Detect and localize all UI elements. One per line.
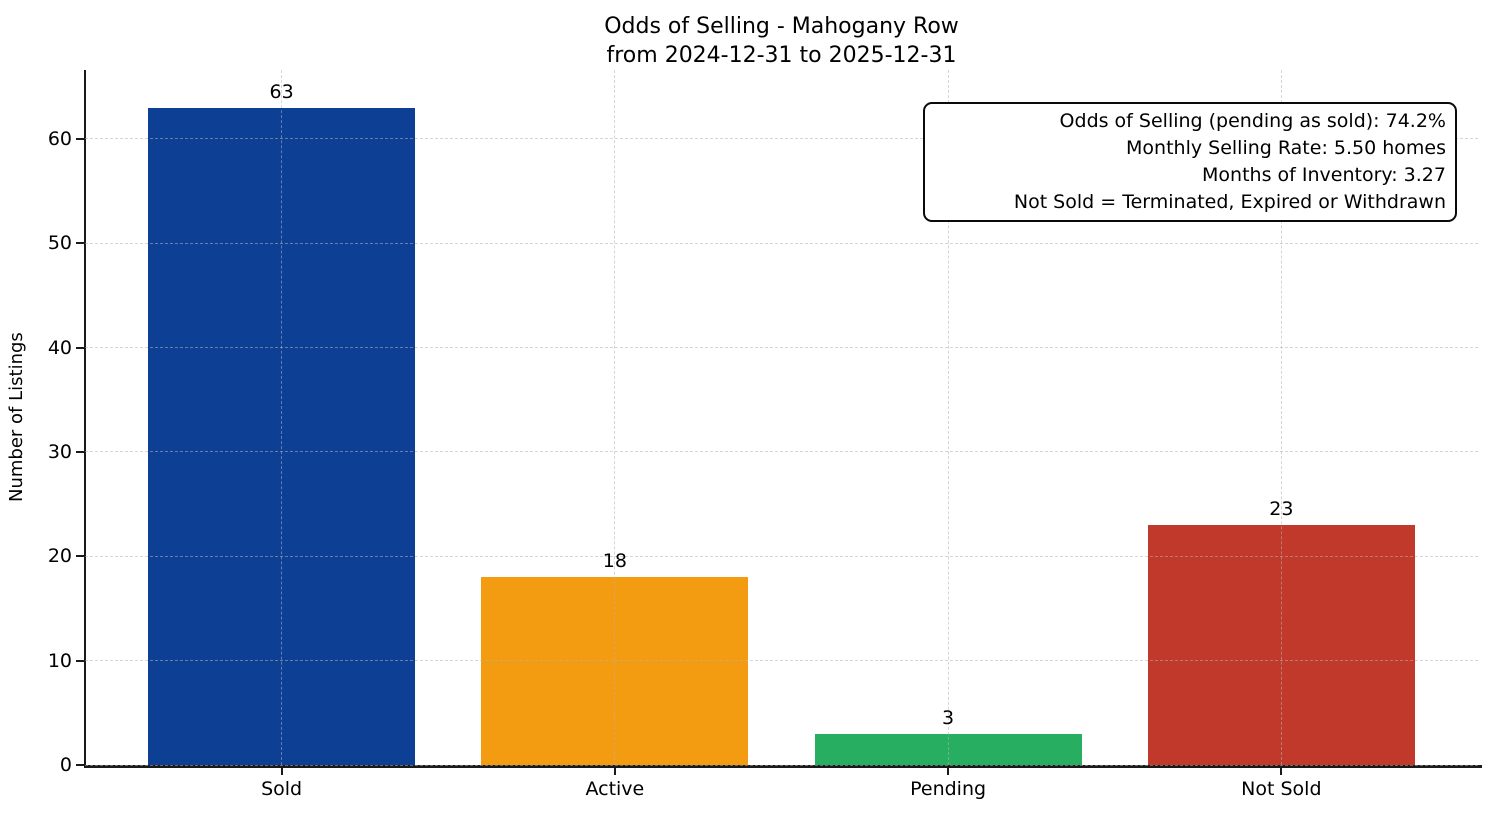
y-tick-mark xyxy=(76,555,84,558)
chart-title: Odds of Selling - Mahogany Row from 2024… xyxy=(85,12,1478,70)
stats-line-not-sold-note: Not Sold = Terminated, Expired or Withdr… xyxy=(1013,191,1446,213)
y-tick-mark xyxy=(76,764,84,766)
x-tick-label: Active xyxy=(585,778,645,800)
stats-line-inventory: Months of Inventory: 3.27 xyxy=(1202,164,1446,186)
y-tick-label: 0 xyxy=(59,754,72,776)
gridline-horizontal xyxy=(85,660,1478,662)
bar-value-label: 63 xyxy=(269,80,294,103)
gridline-vertical xyxy=(281,70,283,765)
x-tick-mark xyxy=(947,767,950,775)
gridline-horizontal xyxy=(85,451,1478,453)
y-tick-mark xyxy=(76,242,84,245)
bar-value-label: 18 xyxy=(602,550,627,573)
y-tick-mark xyxy=(76,137,84,140)
gridline-vertical xyxy=(614,70,616,765)
x-tick-label: Sold xyxy=(261,778,303,800)
stats-line-monthly-rate: Monthly Selling Rate: 5.50 homes xyxy=(1126,137,1446,159)
gridline-horizontal xyxy=(85,242,1478,244)
y-tick-label: 30 xyxy=(47,440,72,463)
y-tick-mark xyxy=(76,659,84,662)
y-tick-label: 60 xyxy=(47,127,72,150)
y-tick-mark xyxy=(76,450,84,453)
x-tick-label: Pending xyxy=(910,778,987,800)
y-tick-label: 50 xyxy=(47,232,72,255)
chart-title-line-1: Odds of Selling - Mahogany Row xyxy=(604,14,959,39)
x-tick-mark xyxy=(280,767,283,775)
y-tick-mark xyxy=(76,346,84,349)
y-axis-spine xyxy=(84,70,86,766)
x-axis-spine xyxy=(84,765,1482,768)
stats-line-odds: Odds of Selling (pending as sold): 74.2% xyxy=(1059,110,1446,132)
y-tick-label: 20 xyxy=(47,545,72,568)
gridline-vertical xyxy=(947,70,949,765)
bar-value-label: 3 xyxy=(942,706,955,729)
stats-annotation-box: Odds of Selling (pending as sold): 74.2%… xyxy=(923,102,1457,222)
x-tick-mark xyxy=(1280,767,1283,775)
x-tick-label: Not Sold xyxy=(1241,778,1322,800)
gridline-vertical xyxy=(1280,70,1282,765)
x-tick-mark xyxy=(613,767,616,775)
bar-value-label: 23 xyxy=(1269,497,1294,520)
chart-title-line-2: from 2024-12-31 to 2025-12-31 xyxy=(606,43,957,68)
y-tick-label: 40 xyxy=(47,336,72,359)
gridline-horizontal xyxy=(85,555,1478,557)
gridline-horizontal xyxy=(85,347,1478,349)
gridline-horizontal xyxy=(85,764,1478,766)
y-tick-label: 10 xyxy=(47,649,72,672)
gridline-horizontal xyxy=(85,138,1478,140)
